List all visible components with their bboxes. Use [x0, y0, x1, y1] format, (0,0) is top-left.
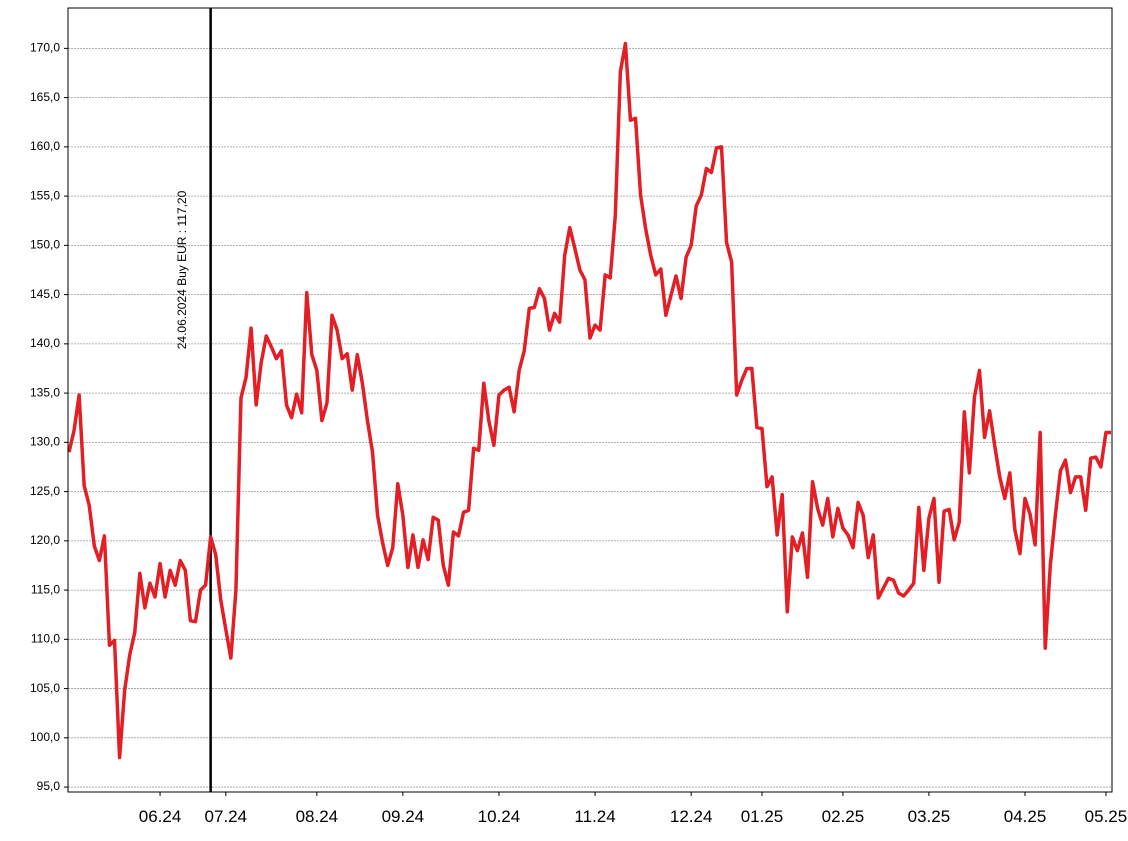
- y-tick-label: 160,0: [30, 139, 60, 153]
- y-tick-label: 165,0: [30, 90, 60, 104]
- y-tick-label: 105,0: [30, 681, 60, 695]
- x-tick-label: 10.24: [478, 807, 521, 826]
- annotation-text: 24.06.2024 Buy EUR : 117,20: [175, 190, 189, 349]
- y-tick-label: 125,0: [30, 484, 60, 498]
- x-tick-label: 09.24: [382, 807, 425, 826]
- grid: [68, 47, 1112, 788]
- y-tick-label: 140,0: [30, 336, 60, 350]
- y-tick-label: 115,0: [31, 582, 60, 596]
- x-tick-label: 01.25: [741, 807, 784, 826]
- y-tick-label: 170,0: [30, 41, 60, 55]
- x-tick-label: 06.24: [139, 807, 182, 826]
- y-tick-label: 135,0: [30, 385, 60, 399]
- x-tick-label: 05.25: [1085, 807, 1128, 826]
- y-tick-label: 120,0: [30, 533, 60, 547]
- marks: [67, 8, 1111, 792]
- x-tick-label: 12.24: [670, 807, 713, 826]
- x-tick-label: 07.24: [205, 807, 248, 826]
- labels: 95,0 100,0 105,0 110,0 115,0 120,0 125,0 130,0 1…: [30, 41, 1127, 826]
- x-tick-label: 04.25: [1004, 807, 1047, 826]
- y-tick-label: 110,0: [31, 632, 60, 646]
- x-tick-label: 11.24: [574, 807, 615, 826]
- y-tick-label: 130,0: [30, 435, 60, 449]
- price-line: [67, 41, 1111, 760]
- y-tick-label: 150,0: [30, 238, 60, 252]
- plot-frame: [67, 7, 1113, 793]
- y-tick-label: 95,0: [37, 779, 61, 793]
- y-tick-label: 145,0: [30, 287, 60, 301]
- y-tick-label: 100,0: [30, 730, 60, 744]
- x-tick-label: 08.24: [296, 807, 339, 826]
- y-tick-label: 155,0: [30, 188, 60, 202]
- x-tick-label: 02.25: [822, 807, 865, 826]
- x-tick-label: 03.25: [908, 807, 951, 826]
